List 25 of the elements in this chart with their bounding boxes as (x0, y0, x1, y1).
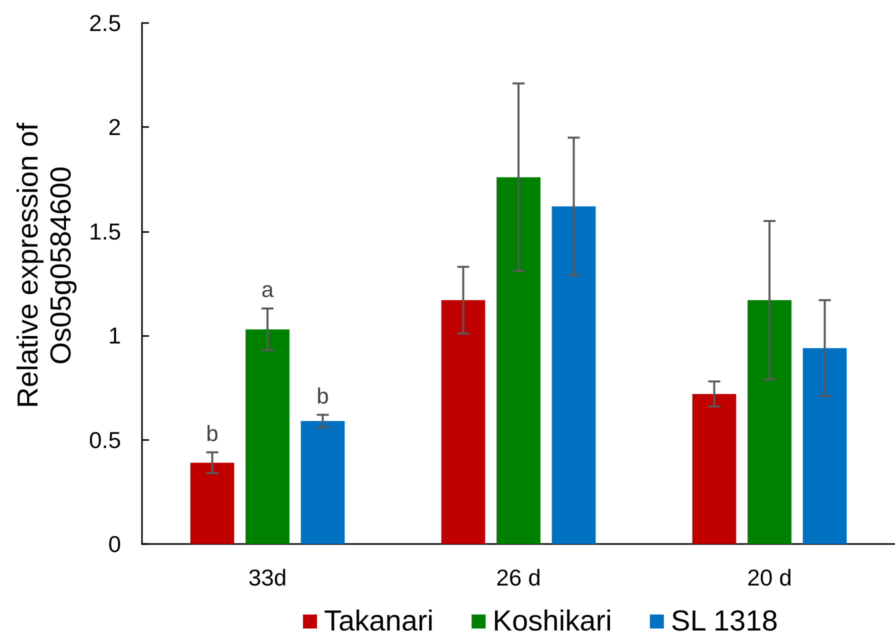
x-tick-label: 20 d (747, 564, 792, 590)
legend-label: Koshikari (492, 606, 612, 638)
y-axis-title: Relative expression of Os05g0584600 (12, 122, 78, 408)
legend-label: SL 1318 (670, 606, 778, 638)
data-label: b (316, 383, 329, 408)
y-tick-label: 2 (108, 114, 121, 140)
bar (748, 300, 792, 544)
y-tick-label: 1.5 (89, 218, 121, 244)
bar (300, 421, 345, 544)
bar (552, 206, 596, 544)
x-tick-label: 26 d (496, 564, 541, 590)
data-label: b (206, 420, 218, 446)
bar (190, 462, 234, 544)
x-tick-label: 33d (248, 564, 287, 590)
bar (692, 394, 736, 544)
y-tick-label: 0 (108, 531, 121, 557)
bar (496, 177, 540, 544)
bar (802, 348, 847, 544)
y-tick-label: 2.5 (89, 10, 121, 36)
bar (246, 329, 290, 544)
legend-label: Takanari (324, 606, 434, 638)
y-tick-label: 1 (108, 322, 121, 349)
data-label: a (261, 277, 274, 302)
y-tick-label: 0.5 (89, 426, 121, 453)
bar (441, 300, 486, 544)
